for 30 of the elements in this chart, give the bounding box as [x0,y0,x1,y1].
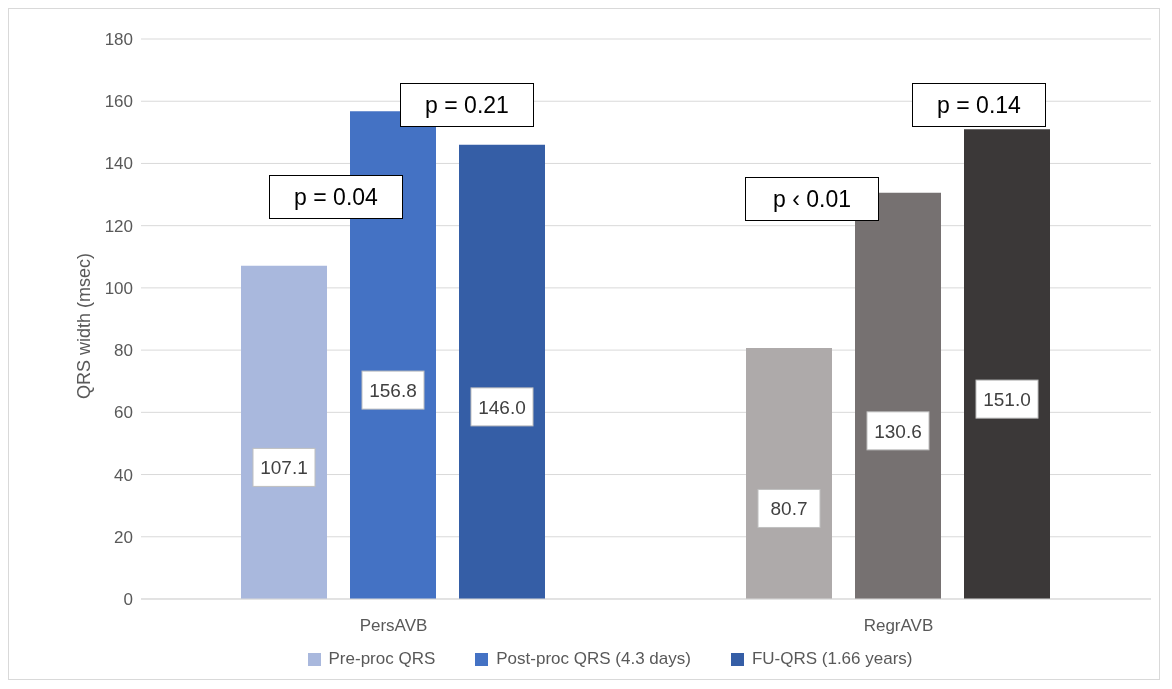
bar [459,144,545,599]
annotation: p ‹ 0.01 [745,177,879,221]
bar [241,265,327,599]
x-tick-label: RegrAVB [863,616,934,636]
y-tick-label: 180 [104,30,133,50]
y-tick-label: 100 [104,278,133,298]
y-tick-label: 160 [104,92,133,112]
y-tick-label: 0 [123,590,133,610]
y-tick-label: 20 [114,527,133,547]
y-axis-title: QRS width (msec) [74,252,95,399]
y-tick-label: 40 [114,465,133,485]
y-tick-label: 80 [114,341,133,361]
legend-label: FU-QRS (1.66 years) [750,649,913,669]
y-tick-label: 60 [114,403,133,423]
data-label: 130.6 [874,420,922,442]
bar [964,129,1050,599]
data-label: 156.8 [369,380,417,402]
y-tick-label: 120 [104,216,133,236]
data-label: 107.1 [260,457,308,479]
data-label: 80.7 [770,498,808,520]
annotation: p = 0.04 [269,175,403,219]
legend-label: Pre-proc QRS [327,649,436,669]
legend-label: Post-proc QRS (4.3 days) [495,649,691,669]
y-tick-label: 140 [104,154,133,174]
x-tick-label: PersAVB [359,616,428,636]
data-label: 151.0 [983,389,1031,411]
annotation: p = 0.21 [400,83,534,127]
bar [855,192,941,599]
annotation: p = 0.14 [912,83,1046,127]
data-label: 146.0 [478,396,526,418]
